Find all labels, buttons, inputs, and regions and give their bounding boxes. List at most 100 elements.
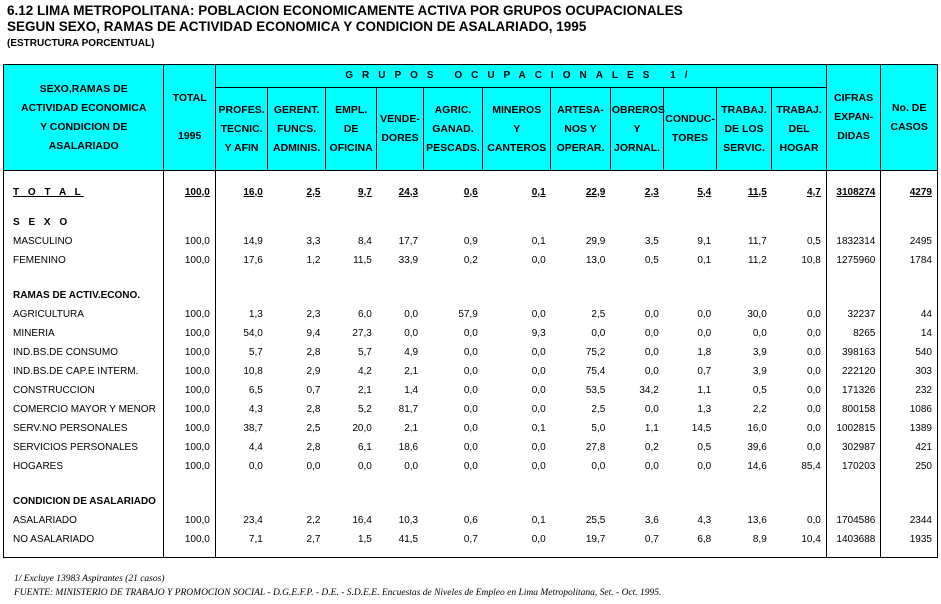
cell-value: 0,2 (644, 442, 659, 453)
header-line: EMPL. (335, 103, 368, 116)
cell-value: 232 (880, 381, 938, 400)
cell-value: 0,0 (771, 511, 827, 530)
row-label: SERVICIOS PERSONALES (2, 438, 164, 457)
cell-value: 0,0 (771, 362, 827, 381)
cell-value: 0,7 (463, 534, 478, 545)
header-line: AGRIC. (434, 103, 472, 116)
cell-value: 0,0 (463, 423, 478, 434)
cell-value: 2,8 (306, 404, 321, 415)
cell-value: 7,1 (248, 534, 263, 545)
header-line: GANAD. (432, 122, 474, 135)
cell-value: 6,8 (697, 534, 712, 545)
table-row: HOGARES 100,0 0,0 0,0 0,0 0,0 0,0 0,0 0,0 0,0 0,0 1… (2, 457, 938, 476)
table-row: ASALARIADO 100,0 23,4 2,2 16,4 10,3 0,6 0,1 25,5… (2, 511, 938, 530)
row-label: HOGARES (2, 457, 164, 476)
cell-value: 57,9 (458, 309, 478, 320)
cell-value: 20,0 (352, 423, 372, 434)
cell-value: 5,4 (697, 186, 712, 198)
header-line: CANTEROS (487, 141, 547, 154)
cell-value: 75,4 (585, 366, 606, 377)
cell-value: 2,5 (306, 186, 321, 198)
cell-value: 10,3 (398, 515, 419, 526)
header-total: TOTAL 1995 (163, 64, 216, 171)
cell-value: 0,0 (531, 366, 546, 377)
header-occupation: OBREROS Y JORNAL. (609, 87, 665, 171)
header-line: CIFRAS (834, 92, 874, 104)
cell-value: 0,0 (771, 419, 827, 438)
cell-value: 100,0 (163, 400, 216, 419)
cell-value: 2344 (880, 511, 938, 530)
header-line: SERVIC. (723, 141, 765, 154)
cell-value: 0,0 (697, 309, 712, 320)
section-heading: S E X O (2, 213, 938, 232)
cell-value: 100,0 (163, 457, 216, 476)
cell-value: 0,0 (531, 309, 546, 320)
cell-value: 2,8 (306, 347, 321, 358)
cell-value: 53,5 (585, 385, 606, 396)
header-occupation: MINEROS Y CANTEROS (482, 87, 552, 171)
cell-value: 0,0 (771, 305, 827, 324)
cell-value: 1,1 (644, 423, 659, 434)
table-row: NO ASALARIADO 100,0 7,1 2,7 1,5 41,5 0,7 0,0 19,… (2, 530, 938, 549)
header-line: Y (513, 122, 521, 135)
cell-value: 14,6 (747, 461, 767, 472)
header-line: FUNCS. (277, 122, 317, 135)
header-occupation: CONDUC- TORES (663, 87, 717, 171)
header-line: DIDAS (837, 130, 870, 142)
header-line: DEL (788, 122, 810, 135)
cell-value: 170203 (825, 457, 882, 476)
table-row: AGRICULTURA 100,0 1,3 2,3 6,0 0,0 57,9 0,0 2,5 0,… (2, 305, 938, 324)
cell-value: 1,3 (697, 404, 712, 415)
cell-value: 39,6 (747, 442, 767, 453)
cell-value: 2495 (880, 232, 938, 251)
spacer-row (2, 170, 938, 181)
cell-value: 14,5 (691, 423, 712, 434)
cell-value: 0,0 (531, 385, 546, 396)
cell-value: 0,0 (404, 461, 419, 472)
cell-value: 0,5 (644, 255, 659, 266)
cell-value: 32237 (825, 305, 882, 324)
header-line: DORES (381, 132, 419, 144)
cell-value: 2,1 (404, 366, 419, 377)
header-line: PESCADS. (426, 141, 480, 154)
spacer-row (2, 270, 938, 286)
cell-value: 4,7 (771, 181, 827, 203)
header-line: CASOS (890, 120, 928, 133)
section-heading: RAMAS DE ACTIV.ECONO. (2, 286, 938, 305)
header-line: EXPAN- (834, 111, 874, 123)
cell-value: 29,9 (585, 236, 606, 247)
cell-value: 0,0 (771, 324, 827, 343)
header-line: DE (343, 122, 359, 135)
cell-value: 18,6 (398, 442, 419, 453)
header-line: MINEROS (492, 103, 542, 116)
cell-value: 100,0 (163, 343, 216, 362)
cell-value: 0,0 (697, 328, 712, 339)
cell-value: 0,5 (752, 385, 767, 396)
cell-value: 3,3 (306, 236, 321, 247)
cell-value: 0,0 (248, 461, 263, 472)
section-title: RAMAS DE ACTIV.ECONO. (2, 286, 164, 305)
header-line: ARTESA- (557, 103, 604, 116)
cell-value: 1,4 (404, 385, 419, 396)
cell-value: 11,5 (747, 186, 767, 198)
header-line: TRABAJ. (776, 103, 822, 116)
cell-value: 16,4 (352, 515, 372, 526)
table-row: SERVICIOS PERSONALES 100,0 4,4 2,8 6,1 18,6 0,… (2, 438, 938, 457)
cell-value: 6,0 (357, 309, 372, 320)
cell-value: 23,4 (243, 515, 263, 526)
cell-value: 398163 (825, 343, 882, 362)
cell-value: 3,5 (644, 236, 659, 247)
cell-value: 81,7 (398, 404, 419, 415)
source-note: FUENTE: MINISTERIO DE TRABAJO Y PROMOCIO… (14, 588, 662, 598)
cell-value: 0,0 (463, 366, 478, 377)
header-line: SEXO,RAMAS DE (39, 82, 128, 95)
cell-value: 0,7 (697, 366, 712, 377)
header-line: 1995 (177, 130, 202, 142)
cell-value: 9,4 (306, 328, 321, 339)
cell-value: 0,0 (531, 442, 546, 453)
cell-value: 2,5 (306, 423, 321, 434)
cell-value: 100,0 (163, 381, 216, 400)
cell-value: 17,7 (398, 236, 419, 247)
cell-value: 0,9 (463, 236, 478, 247)
cell-value: 0,1 (697, 255, 712, 266)
